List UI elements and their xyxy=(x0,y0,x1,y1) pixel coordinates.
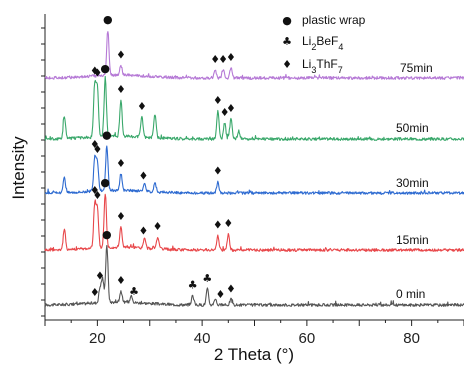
series-label-layer: 0 min 15min 30min 50min 75min xyxy=(396,61,433,301)
legend-item-diamond: ♦ Li3ThF7 xyxy=(282,57,343,75)
legend-item-club: ♣ Li2BeF4 xyxy=(282,34,343,52)
x-tick-label: 20 xyxy=(89,330,106,347)
series-layer xyxy=(44,31,464,307)
diamond-peak-marker: ♦ xyxy=(153,220,163,233)
club-peak-marker: ♣ xyxy=(202,272,212,285)
x-axis-ticks: 20 40 60 80 xyxy=(44,320,464,347)
diamond-peak-marker: ♦ xyxy=(92,189,102,202)
diamond-peak-marker: ♦ xyxy=(226,282,236,295)
series-time-label: 30min xyxy=(396,176,429,190)
club-peak-marker: ♣ xyxy=(129,285,139,298)
series-time-label: 0 min xyxy=(396,287,425,301)
diamond-peak-marker: ♦ xyxy=(139,169,149,182)
diamond-peak-marker: ♦ xyxy=(92,66,102,79)
diamond-peak-marker: ♦ xyxy=(139,225,149,238)
diamond-peak-marker: ♦ xyxy=(226,51,236,64)
legend-item-dot: ● plastic wrap xyxy=(282,13,365,27)
diamond-peak-marker: ♦ xyxy=(213,165,223,178)
diamond-peak-marker: ♦ xyxy=(90,286,100,299)
diamond-peak-marker: ♦ xyxy=(90,138,100,151)
diamond-peak-marker: ♦ xyxy=(137,100,147,113)
diamond-peak-marker: ♦ xyxy=(116,157,126,170)
series-line-50min xyxy=(44,75,464,141)
diamond-peak-marker: ♦ xyxy=(216,288,226,301)
series-line-15min xyxy=(44,193,464,252)
series-line-0-min xyxy=(44,245,464,307)
diamond-peak-marker: ♦ xyxy=(116,274,126,287)
series-time-label: 50min xyxy=(396,121,429,135)
dot-peak-marker: ● xyxy=(103,13,113,26)
dot-peak-marker: ● xyxy=(102,129,112,142)
x-tick-label: 40 xyxy=(194,330,211,347)
diamond-peak-marker: ♦ xyxy=(92,143,102,156)
legend-label: Li3ThF7 xyxy=(302,57,343,75)
diamond-peak-marker: ♦ xyxy=(116,210,126,223)
diamond-peak-marker: ♦ xyxy=(90,184,100,197)
diamond-peak-marker: ♦ xyxy=(223,217,233,230)
diamond-peak-marker: ♦ xyxy=(213,94,223,107)
diamond-peak-marker: ♦ xyxy=(95,270,105,283)
dot-legend-icon: ● xyxy=(282,14,292,27)
x-axis-title: 2 Theta (°) xyxy=(214,345,294,364)
series-line-75min xyxy=(44,31,464,80)
diamond-peak-marker: ♦ xyxy=(116,83,126,96)
diamond-peak-marker: ♦ xyxy=(226,102,236,115)
series-line-30min xyxy=(44,145,464,195)
dot-peak-marker: ● xyxy=(102,228,112,241)
club-peak-marker: ♣ xyxy=(188,278,198,291)
diamond-peak-marker: ♦ xyxy=(116,48,126,61)
y-axis-title: Intensity xyxy=(9,136,28,200)
legend: ● plastic wrap ♣ Li2BeF4 ♦ Li3ThF7 xyxy=(282,13,366,75)
series-time-label: 15min xyxy=(396,233,429,247)
x-tick-label: 80 xyxy=(403,330,420,347)
peak-marker-layer: ♦♦●♦♣♣ ♣♦ ♦♦♦●♦♦ ♦ ♦ ♦♦♦●♦♦ ♦♦♦●♦♦ ♦♦♦●♦ ♦♦♦ xyxy=(90,13,236,301)
dot-peak-marker: ● xyxy=(100,62,110,75)
diamond-peak-marker: ♦ xyxy=(90,64,100,77)
legend-label: plastic wrap xyxy=(302,13,366,27)
diamond-legend-icon: ♦ xyxy=(282,58,292,71)
legend-label: Li2BeF4 xyxy=(302,34,343,52)
club-legend-icon: ♣ xyxy=(282,35,292,48)
diamond-peak-marker: ♦ xyxy=(218,53,228,66)
y-axis-ticks xyxy=(41,27,45,317)
diamond-peak-marker: ♦ xyxy=(213,219,223,232)
diamond-peak-marker: ♦ xyxy=(210,53,220,66)
series-time-label: 75min xyxy=(400,61,433,75)
x-tick-label: 60 xyxy=(299,330,316,347)
dot-peak-marker: ● xyxy=(100,176,110,189)
diamond-peak-marker: ♦ xyxy=(220,106,230,119)
